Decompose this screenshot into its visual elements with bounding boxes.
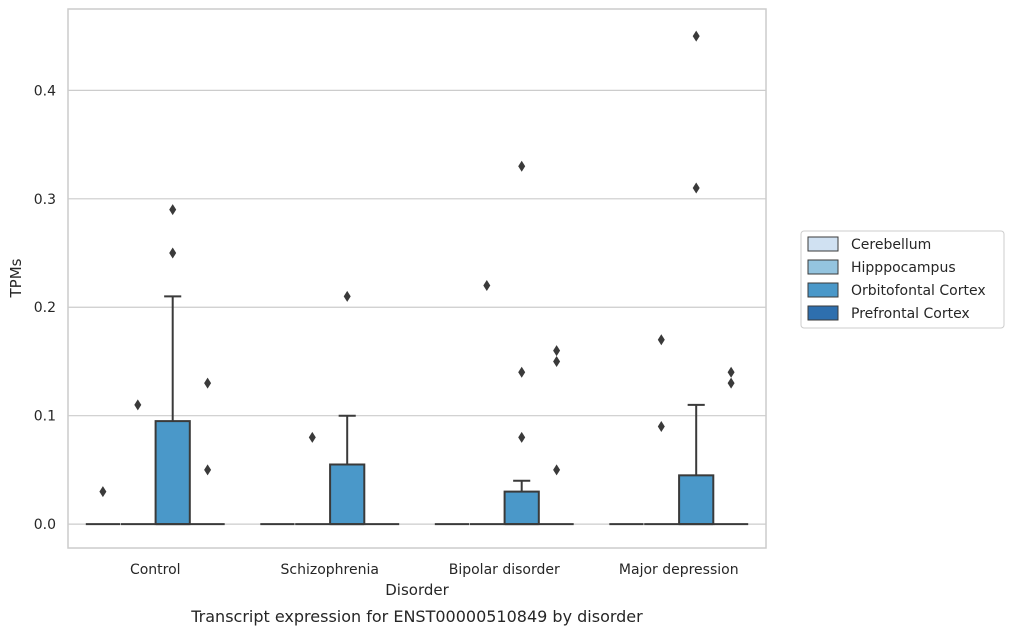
- box-group: [120, 399, 155, 526]
- box-group: [539, 345, 574, 526]
- legend-swatch: [807, 259, 839, 275]
- outlier-point: [169, 204, 177, 216]
- legend-label: Cerebellum: [851, 237, 931, 253]
- outlier-point: [553, 355, 561, 367]
- box-group: [154, 204, 191, 526]
- outlier-point: [518, 366, 526, 378]
- outlier-point: [692, 182, 700, 194]
- legend-item: Orbitofontal Cortex: [807, 282, 986, 299]
- outlier-point: [657, 421, 665, 433]
- legend-item: Cerebellum: [807, 236, 931, 253]
- legend-label: Prefrontal Cortex: [851, 306, 970, 322]
- box-group: [503, 160, 540, 526]
- box-group: [469, 280, 504, 526]
- x-tick-label: Major depression: [619, 562, 739, 578]
- legend: Cerebellum Hipppocampus Orbitofontal Corte…: [800, 230, 1005, 329]
- outlier-point: [518, 160, 526, 172]
- y-tick-label: 0.2: [34, 300, 56, 316]
- plot-frame: [67, 8, 767, 549]
- outlier-point: [204, 464, 212, 476]
- legend-swatch: [807, 305, 839, 321]
- x-axis-ticks: Control Schizophrenia Bipolar disorder Majo…: [130, 562, 739, 578]
- box-group: [329, 290, 366, 526]
- legend-item: Prefrontal Cortex: [807, 305, 970, 322]
- chart-caption: Transcript expression for ENST0000051084…: [190, 607, 643, 626]
- outlier-point: [343, 290, 351, 302]
- legend-swatch: [807, 282, 839, 298]
- box-rect: [678, 474, 715, 526]
- y-axis-label: TPMs: [7, 258, 25, 298]
- box-rect: [329, 463, 366, 526]
- y-tick-label: 0.4: [34, 83, 56, 99]
- outlier-point: [692, 30, 700, 42]
- y-axis-ticks: 0.0 0.1 0.2 0.3 0.4: [34, 83, 56, 533]
- outlier-point: [483, 280, 491, 292]
- box-rect: [154, 420, 191, 526]
- legend-label: Orbitofontal Cortex: [851, 283, 986, 299]
- outlier-point: [308, 431, 316, 443]
- outlier-point: [553, 345, 561, 357]
- box-group: [295, 431, 330, 526]
- outlier-point: [727, 377, 735, 389]
- legend-label: Hipppocampus: [851, 260, 956, 276]
- box-rect: [503, 490, 540, 526]
- outlier-point: [134, 399, 142, 411]
- outlier-point: [518, 431, 526, 443]
- y-tick-label: 0.0: [34, 517, 56, 533]
- box-group: [190, 377, 225, 526]
- box-plot-marks: [85, 30, 749, 526]
- x-tick-label: Schizophrenia: [281, 562, 379, 578]
- y-tick-label: 0.3: [34, 192, 56, 208]
- x-tick-label: Control: [130, 562, 181, 578]
- y-tick-label: 0.1: [34, 409, 56, 425]
- x-tick-label: Bipolar disorder: [449, 562, 560, 578]
- outlier-point: [204, 377, 212, 389]
- legend-swatch: [807, 236, 839, 252]
- outlier-point: [99, 486, 107, 498]
- x-axis-label: Disorder: [385, 581, 449, 599]
- outlier-point: [553, 464, 561, 476]
- legend-item: Hipppocampus: [807, 259, 956, 276]
- box-group: [644, 334, 679, 526]
- box-group: [85, 486, 121, 526]
- box-group: [713, 366, 749, 526]
- legend-frame: [800, 230, 1005, 329]
- outlier-point: [169, 247, 177, 259]
- outlier-point: [727, 366, 735, 378]
- outlier-point: [657, 334, 665, 346]
- box-group: [678, 30, 715, 526]
